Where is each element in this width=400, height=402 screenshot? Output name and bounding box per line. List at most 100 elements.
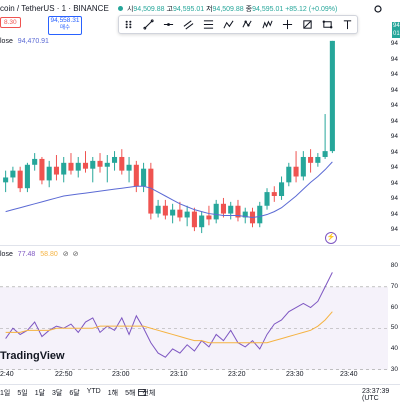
candle-body <box>315 156 321 163</box>
price-axis-label: 94 <box>390 195 398 202</box>
rsi-label: lose <box>0 251 13 258</box>
price-axis-label: 94 <box>390 164 398 171</box>
rsi-line <box>5 272 333 358</box>
candle-body <box>322 151 328 157</box>
pitchfork-icon[interactable] <box>220 18 236 32</box>
rsi-chart[interactable] <box>0 258 388 384</box>
candle-body <box>68 162 74 171</box>
symbol-title[interactable]: coin / TetherUS · 1 · BINANCE <box>0 4 109 13</box>
ma-value: 94,470.91 <box>17 38 49 45</box>
price-axis-label: 94 <box>390 86 398 94</box>
ma-legend[interactable]: lose 94,470.91 <box>0 38 49 45</box>
range-button[interactable]: YTD <box>86 388 101 395</box>
candle-body <box>293 166 299 177</box>
price-axis-label: 94 <box>390 117 398 125</box>
calendar-icon[interactable] <box>138 388 146 396</box>
bottom-toolbar: 1일 5일 1달 3달 6달 YTD 1해 5해 전체 23:37:39 (UTC <box>0 384 400 402</box>
rsi-value: 77.48 <box>17 251 36 258</box>
candle-body <box>228 205 234 214</box>
candle-body <box>300 156 306 177</box>
sell-price-button[interactable]: 8.30 <box>0 17 21 28</box>
rsi-axis-label: 70 <box>390 282 398 290</box>
ma-line <box>5 161 333 218</box>
price-axis-label: 94 <box>390 148 398 156</box>
settings-small-icon[interactable]: ⊘ <box>72 251 79 258</box>
hide-icon[interactable]: ⊘ <box>62 251 69 258</box>
range-button[interactable]: 1해 <box>107 390 119 397</box>
range-button[interactable]: 5일 <box>17 390 28 397</box>
candle-body <box>53 166 59 175</box>
range-button[interactable]: 1일 <box>0 390 11 397</box>
rsi-axis-label: 60 <box>390 303 398 311</box>
crosshair-icon[interactable] <box>280 18 296 32</box>
candle-body <box>75 162 81 171</box>
price-axis-label: 94 <box>390 179 398 187</box>
candle-body <box>46 166 52 181</box>
path-icon[interactable] <box>240 18 256 32</box>
candle-body <box>133 164 139 187</box>
measure-icon[interactable] <box>299 18 315 32</box>
buy-price-button[interactable]: 94,558.31 매수 <box>48 16 82 35</box>
candle-body <box>235 205 241 218</box>
range-button[interactable]: 1달 <box>34 390 46 397</box>
buy-price-value: 94,558.31 <box>50 17 80 24</box>
pattern-icon[interactable] <box>260 18 276 32</box>
drawing-toolbar <box>118 15 358 34</box>
pane-divider[interactable] <box>0 245 400 246</box>
range-button[interactable]: 전체 <box>142 390 156 397</box>
candle-body <box>184 211 190 218</box>
time-axis-label: 23:40 <box>340 371 358 378</box>
candle-body <box>279 182 285 196</box>
price-axis-label: 94 <box>390 40 398 47</box>
candle-body <box>206 215 212 220</box>
candle-body <box>329 40 335 152</box>
candle-body <box>242 211 248 218</box>
symbol-legend[interactable]: coin / TetherUS · 1 · BINANCE <box>0 0 120 18</box>
trend-line-icon[interactable] <box>141 18 157 32</box>
candle-body <box>271 192 277 196</box>
rsi-legend[interactable]: lose 77.48 58.80 ⊘ ⊘ <box>0 250 78 258</box>
candle-body <box>155 205 161 214</box>
candle-body <box>97 160 103 167</box>
time-axis-label: 23:20 <box>228 371 246 378</box>
candle-body <box>141 168 147 187</box>
range-button[interactable]: 5해 <box>125 390 136 397</box>
candle-body <box>264 192 270 206</box>
price-axis-label: 94 <box>390 133 398 140</box>
ohlc-readout: 시94,509.88 고94,595.01 저94,509.88 종94,595… <box>118 4 337 14</box>
drag-handle-icon[interactable] <box>121 18 137 32</box>
candle-body <box>104 162 110 167</box>
candle-body <box>82 162 89 169</box>
price-chart[interactable] <box>0 30 360 242</box>
candle-body <box>61 162 67 175</box>
candle-body <box>24 164 30 189</box>
candle-body <box>257 205 263 224</box>
settings-icon[interactable] <box>372 2 384 14</box>
text-icon[interactable] <box>339 18 355 32</box>
current-price-label: 94 01 <box>392 22 400 38</box>
rsi-axis-label: 80 <box>390 262 398 270</box>
candle-body <box>286 166 292 183</box>
clock-timezone[interactable]: 23:37:39 (UTC <box>362 388 390 402</box>
rsi-axis-label: 50 <box>390 324 398 332</box>
rsi-axis-label: 40 <box>390 344 398 352</box>
candle-body <box>220 203 226 214</box>
time-axis-label: 23:00 <box>112 371 130 378</box>
price-axis-label: 94 <box>390 102 398 109</box>
price-axis-label: 94 <box>390 55 398 63</box>
fib-icon[interactable] <box>200 18 216 32</box>
candle-body <box>126 164 132 171</box>
time-axis-label: 23:10 <box>170 371 188 378</box>
channel-icon[interactable] <box>180 18 196 32</box>
tradingview-watermark: TradingView <box>0 350 65 362</box>
horizontal-line-icon[interactable] <box>161 18 177 32</box>
range-button[interactable]: 3달 <box>52 390 63 397</box>
candle-body <box>119 156 125 171</box>
rectangle-icon[interactable] <box>319 18 335 32</box>
price-axis-label: 94 <box>390 226 398 233</box>
lightning-icon[interactable]: ⚡ <box>325 232 337 244</box>
range-button[interactable]: 6달 <box>69 390 80 397</box>
price-axis-label: 94 <box>390 71 398 78</box>
candle-body <box>162 205 168 216</box>
time-axis-label: 23:30 <box>286 371 304 378</box>
